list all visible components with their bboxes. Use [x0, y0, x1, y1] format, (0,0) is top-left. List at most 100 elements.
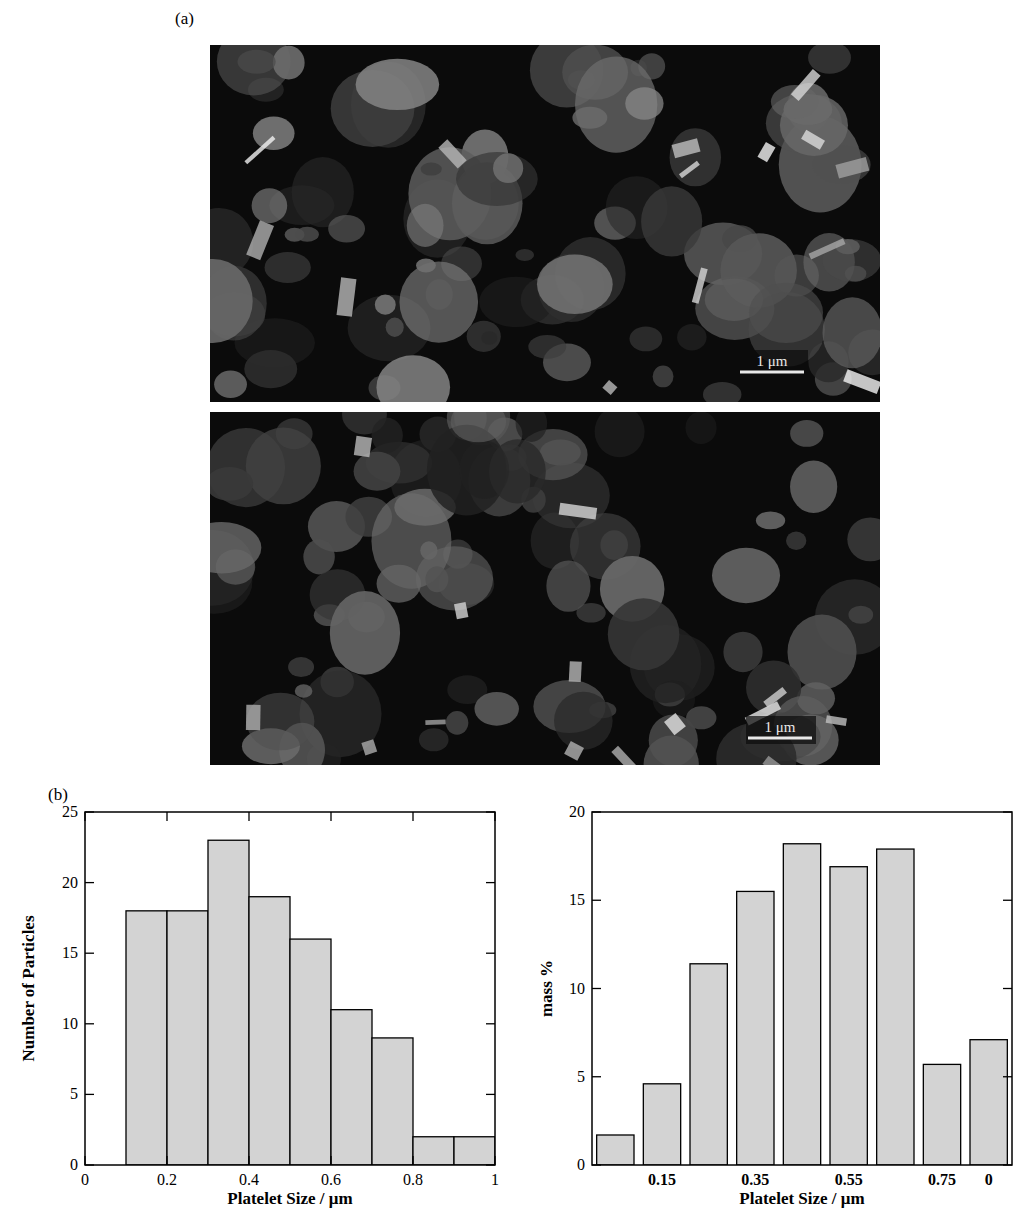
particle	[451, 412, 506, 442]
micrograph: 1 μm	[171, 388, 894, 795]
y-tick-label: 5	[70, 1085, 78, 1102]
particle	[847, 517, 880, 561]
y-tick	[486, 811, 495, 812]
particle	[375, 295, 396, 315]
x-tick-label: 0.35	[741, 1171, 769, 1188]
y-tick	[85, 882, 94, 883]
panel-label: (b)	[48, 785, 68, 804]
particle	[467, 321, 501, 352]
particle	[386, 318, 404, 337]
y-tick	[486, 1094, 495, 1095]
bar	[126, 911, 167, 1165]
x-tick	[494, 1156, 495, 1165]
y-tick	[486, 1164, 495, 1165]
particle	[421, 163, 442, 176]
particle	[554, 692, 613, 750]
y-tick-label: 25	[62, 803, 78, 820]
x-tick-label: 0.4	[239, 1171, 259, 1188]
particle	[537, 255, 613, 314]
bar	[970, 1040, 1007, 1165]
plot-frame	[592, 812, 1012, 1165]
platelet	[425, 720, 445, 725]
bar	[597, 1135, 634, 1165]
particle	[703, 382, 741, 402]
particle	[474, 692, 519, 726]
panel-label: (a)	[175, 9, 194, 28]
particle	[822, 297, 880, 368]
platelet	[354, 436, 372, 457]
platelet	[757, 142, 775, 162]
particle	[845, 266, 867, 282]
platelet	[559, 503, 597, 520]
x-axis-title: Platelet Size / μm	[227, 1189, 352, 1208]
plot-frame	[85, 812, 495, 1165]
marks	[126, 840, 495, 1165]
bar	[877, 849, 914, 1165]
y-tick-label: 10	[62, 1015, 78, 1032]
particle	[419, 728, 449, 751]
bar	[454, 1137, 495, 1165]
particle	[677, 324, 707, 351]
bar	[737, 891, 774, 1165]
bar	[208, 840, 249, 1165]
particle	[749, 283, 823, 343]
particle	[625, 87, 663, 119]
particle	[686, 412, 717, 444]
y-tick	[1003, 1076, 1012, 1077]
particle	[210, 467, 253, 501]
y-tick	[486, 882, 495, 883]
particle	[670, 128, 722, 186]
chart: 051015200.150.350.550.750Platelet Size /…	[537, 803, 1012, 1208]
particle	[265, 252, 311, 283]
platelet	[791, 69, 821, 101]
particle	[399, 261, 478, 342]
bar	[830, 867, 867, 1165]
y-axis-title: mass %	[537, 960, 556, 1017]
particle	[786, 531, 806, 550]
y-tick-label: 10	[569, 980, 585, 997]
x-tick-label: 0.15	[648, 1171, 676, 1188]
y-tick	[85, 953, 94, 954]
y-tick-label: 20	[62, 874, 78, 891]
y-tick	[592, 1164, 601, 1165]
particle	[244, 350, 297, 388]
y-tick	[1003, 811, 1012, 812]
particle	[515, 249, 534, 261]
particle	[372, 418, 403, 453]
platelet	[602, 380, 617, 395]
y-tick	[486, 953, 495, 954]
y-tick-label: 15	[62, 944, 78, 961]
platelet	[809, 238, 846, 259]
x-tick-label: 0	[81, 1171, 89, 1188]
x-tick-label: 0	[985, 1171, 993, 1188]
particle	[489, 439, 546, 503]
platelet	[801, 130, 825, 150]
particle	[653, 366, 674, 388]
scale-bar	[748, 737, 812, 740]
bar	[249, 897, 290, 1165]
bar	[923, 1064, 960, 1165]
platelet	[692, 267, 708, 303]
x-tick-label: 0.75	[928, 1171, 956, 1188]
x-tick	[412, 1156, 413, 1165]
x-tick	[330, 1156, 331, 1165]
particle	[528, 335, 566, 359]
y-tick-label: 5	[577, 1068, 585, 1085]
chart: 051015202500.20.40.60.81Platelet Size / …	[19, 803, 499, 1208]
particle	[644, 735, 699, 765]
particle	[756, 511, 785, 529]
particle	[790, 420, 823, 447]
scale-bar-ground	[738, 350, 808, 378]
bar	[290, 939, 331, 1165]
x-tick	[330, 812, 331, 821]
y-tick	[486, 1023, 495, 1024]
bar	[331, 1010, 372, 1165]
particle	[790, 461, 837, 514]
platelet	[843, 369, 880, 394]
bar	[643, 1084, 680, 1165]
x-tick	[84, 1156, 85, 1165]
particle	[328, 215, 365, 242]
platelet	[611, 746, 639, 765]
y-tick	[1003, 900, 1012, 901]
scale-bar-label: 1 μm	[757, 353, 788, 369]
